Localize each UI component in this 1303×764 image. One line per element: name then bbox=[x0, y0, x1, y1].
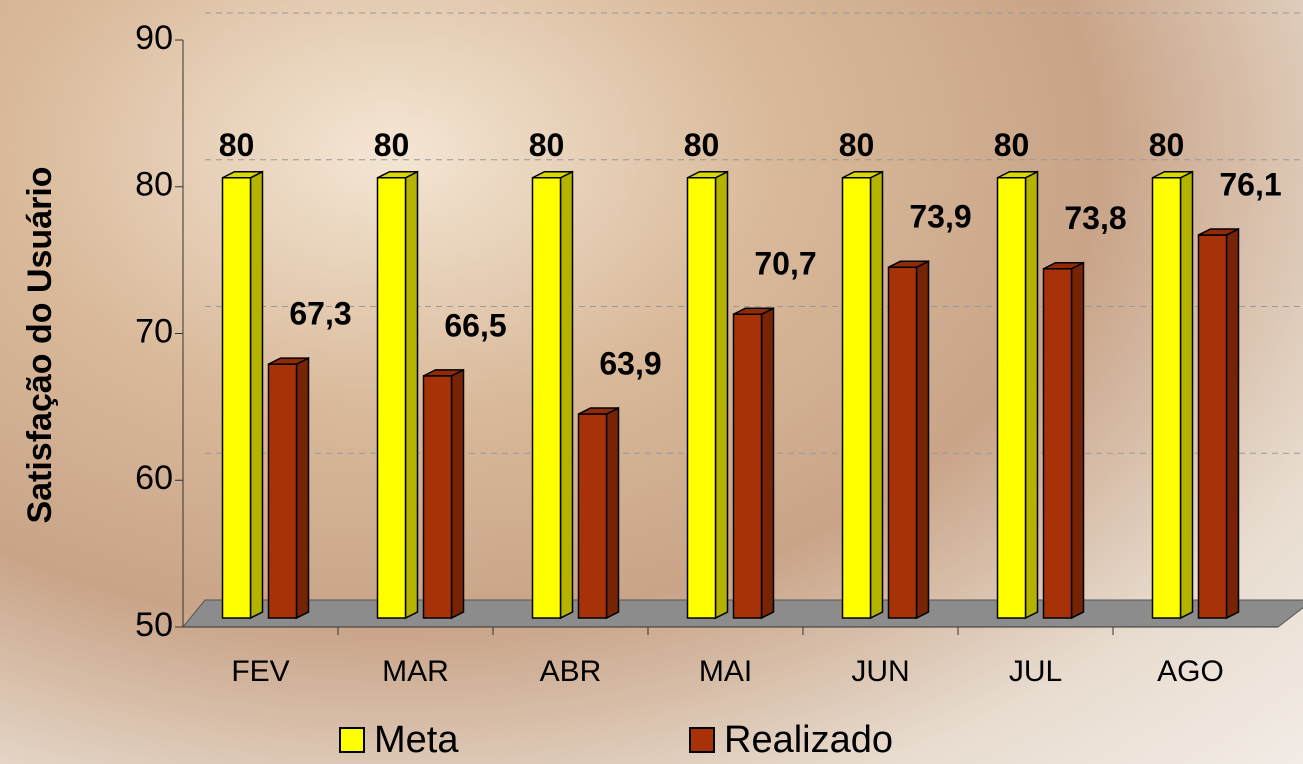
bar-side bbox=[605, 406, 620, 620]
data-label: 67,3 bbox=[289, 296, 351, 332]
data-label: 76,1 bbox=[1219, 166, 1281, 202]
y-tick-label: 90 bbox=[135, 19, 173, 57]
bar-side bbox=[1179, 170, 1194, 620]
y-tick-label: 80 bbox=[135, 166, 173, 204]
x-tick-label: JUN bbox=[851, 655, 909, 688]
bar bbox=[686, 177, 717, 619]
bar-top bbox=[733, 307, 774, 315]
bar bbox=[531, 177, 562, 619]
bar-side bbox=[1225, 227, 1240, 620]
x-tick-label: MAR bbox=[382, 655, 449, 688]
y-tick-label: 60 bbox=[135, 459, 173, 497]
y-tick-label: 70 bbox=[135, 312, 173, 350]
bar-3d bbox=[1197, 227, 1240, 620]
bar-side bbox=[760, 307, 775, 620]
legend-label: Meta bbox=[374, 719, 459, 761]
bar bbox=[422, 375, 453, 619]
bar-side bbox=[1070, 261, 1085, 620]
bar-side bbox=[404, 170, 419, 620]
bar-side bbox=[450, 368, 465, 620]
bar-side bbox=[915, 260, 930, 620]
y-axis-label: Satisfação do Usuário bbox=[21, 166, 59, 523]
bar-top bbox=[1152, 171, 1193, 179]
bar-top bbox=[997, 171, 1038, 179]
data-label: 73,9 bbox=[909, 199, 971, 235]
bar-3d bbox=[267, 356, 310, 620]
x-tick-label: ABR bbox=[540, 655, 602, 688]
data-label: 80 bbox=[684, 127, 720, 163]
bar-3d bbox=[887, 260, 930, 620]
bar bbox=[221, 177, 252, 619]
data-label: 73,8 bbox=[1064, 200, 1126, 236]
bar-side bbox=[295, 356, 310, 620]
bar bbox=[267, 363, 298, 619]
bar-3d bbox=[686, 170, 729, 620]
bar-3d bbox=[1042, 261, 1085, 620]
bar-side bbox=[714, 170, 729, 620]
x-tick-label: MAI bbox=[699, 655, 752, 688]
x-tick-label: AGO bbox=[1157, 655, 1224, 688]
bar bbox=[732, 313, 763, 619]
bar-3d bbox=[221, 170, 264, 620]
data-label: 80 bbox=[1149, 127, 1185, 163]
bar-top bbox=[687, 171, 728, 179]
bar bbox=[841, 177, 872, 619]
data-label: 80 bbox=[374, 127, 410, 163]
bar-top bbox=[578, 407, 619, 415]
bar bbox=[376, 177, 407, 619]
bar-top bbox=[532, 171, 573, 179]
bar-top bbox=[1043, 261, 1084, 270]
bar bbox=[577, 413, 608, 619]
bar-top bbox=[377, 171, 418, 179]
bar-side bbox=[249, 170, 264, 620]
bar-3d bbox=[841, 170, 884, 620]
bar-top bbox=[222, 171, 263, 179]
bar bbox=[1197, 234, 1228, 619]
bar-top bbox=[842, 171, 883, 179]
data-label: 80 bbox=[219, 127, 255, 163]
bar bbox=[996, 177, 1027, 619]
bar bbox=[1042, 267, 1073, 619]
bar-3d bbox=[577, 406, 620, 620]
bar-top bbox=[423, 369, 464, 377]
data-label: 63,9 bbox=[599, 345, 661, 381]
x-tick-label: JUL bbox=[1009, 655, 1062, 688]
bar-3d bbox=[531, 170, 574, 620]
bar-top bbox=[268, 357, 309, 365]
bar bbox=[887, 266, 918, 619]
bar-3d bbox=[996, 170, 1039, 620]
data-label: 70,7 bbox=[754, 246, 816, 282]
data-label: 66,5 bbox=[444, 307, 506, 343]
legend-label: Realizado bbox=[724, 719, 893, 761]
x-tick-label: FEV bbox=[231, 655, 289, 688]
bar-3d bbox=[422, 368, 465, 620]
bar-side bbox=[559, 170, 574, 620]
bar-3d bbox=[1151, 170, 1194, 620]
bar-top bbox=[888, 260, 929, 269]
bar-top bbox=[1198, 228, 1239, 236]
legend-swatch bbox=[689, 727, 715, 753]
data-label: 80 bbox=[839, 127, 875, 163]
data-label: 80 bbox=[529, 127, 565, 163]
legend-swatch bbox=[339, 727, 365, 753]
bar-3d bbox=[732, 307, 775, 620]
data-label: 80 bbox=[994, 127, 1030, 163]
bar-side bbox=[869, 170, 884, 620]
bar bbox=[1151, 177, 1182, 619]
bar-3d bbox=[376, 170, 419, 620]
bar-side bbox=[1024, 170, 1039, 620]
y-tick-label: 50 bbox=[135, 606, 173, 644]
